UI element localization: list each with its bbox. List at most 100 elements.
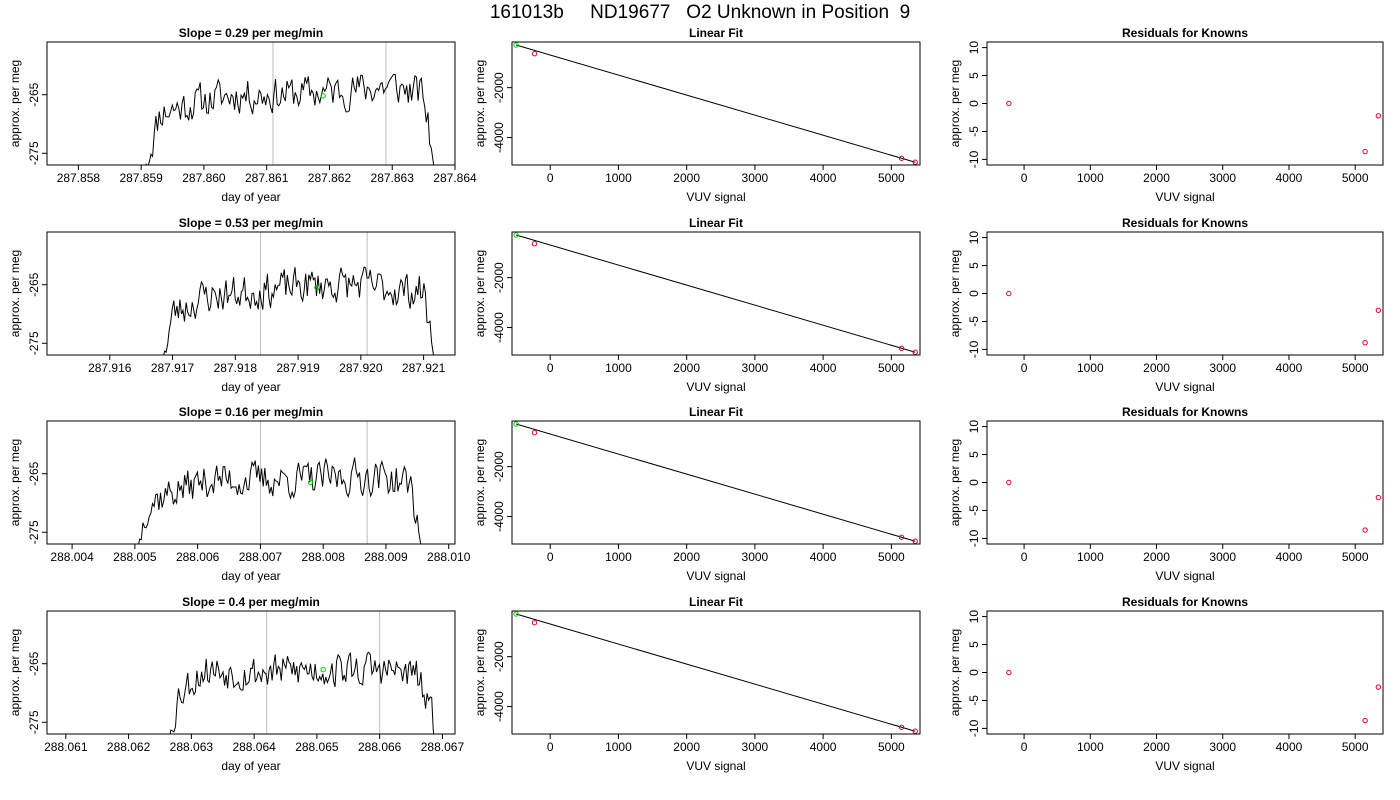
x-tick-label: 5000 bbox=[878, 171, 905, 185]
y-tick-label: -2000 bbox=[492, 262, 506, 293]
chart-panel-7: Slope = 0.16 per meg/min 288.004 288.005 28… bbox=[8, 405, 471, 583]
x-tick-label: 287.863 bbox=[371, 171, 415, 185]
data-point bbox=[912, 538, 918, 544]
x-tick-label: 2000 bbox=[673, 171, 700, 185]
data-point bbox=[1006, 290, 1012, 297]
chart-title: Slope = 0.4 per meg/min bbox=[182, 595, 320, 609]
x-tick-label: 5000 bbox=[1342, 550, 1369, 564]
data-trace bbox=[145, 74, 435, 165]
data-point bbox=[912, 349, 918, 355]
x-tick-label: 288.009 bbox=[364, 550, 408, 564]
x-tick-label: 4000 bbox=[1276, 740, 1303, 754]
plot-frame bbox=[46, 420, 456, 545]
data-point bbox=[531, 51, 538, 57]
y-axis-label: approx. per meg bbox=[8, 250, 22, 337]
x-tick-label: 3000 bbox=[1209, 740, 1236, 754]
y-tick-label: -10 bbox=[967, 529, 981, 547]
chart-title: Slope = 0.16 per meg/min bbox=[179, 405, 323, 419]
y-axis-label: approx. per meg bbox=[8, 629, 22, 716]
chart-panel-9: Residuals for Knowns 0 1000 2000 3000 4000 500… bbox=[948, 405, 1384, 583]
y-tick-label: 5 bbox=[967, 72, 981, 79]
fit-line bbox=[515, 234, 916, 353]
x-tick-label: 2000 bbox=[1143, 550, 1170, 564]
plot-area bbox=[1006, 669, 1382, 724]
y-tick-label: -4000 bbox=[492, 312, 506, 343]
data-point bbox=[912, 159, 918, 165]
plot-area bbox=[513, 42, 918, 165]
y-axis-label: approx. per meg bbox=[8, 60, 22, 147]
x-tick-label: 1000 bbox=[1077, 361, 1104, 375]
x-tick-label: 287.917 bbox=[151, 361, 195, 375]
data-point bbox=[898, 724, 905, 730]
y-tick-label: -4000 bbox=[492, 501, 506, 532]
x-tick-label: 288.062 bbox=[107, 740, 151, 754]
x-tick-label: 2000 bbox=[673, 361, 700, 375]
chart-title: Linear Fit bbox=[689, 405, 743, 419]
x-tick-label: 288.007 bbox=[239, 550, 283, 564]
x-tick-label: 288.010 bbox=[427, 550, 471, 564]
data-point bbox=[898, 345, 905, 351]
y-tick-label: -10 bbox=[967, 719, 981, 737]
x-tick-label: 0 bbox=[547, 171, 554, 185]
data-point bbox=[1362, 340, 1368, 346]
data-point bbox=[531, 241, 538, 247]
chart-panel-10: Slope = 0.4 per meg/min 288.061 288.062 288… bbox=[8, 595, 464, 773]
x-axis-label: day of year bbox=[221, 380, 280, 394]
chart-title: Residuals for Knowns bbox=[1122, 26, 1248, 40]
y-tick-label: 0 bbox=[967, 290, 981, 297]
plot-area bbox=[1006, 479, 1382, 533]
plot-frame bbox=[46, 41, 456, 166]
y-tick-label: -4000 bbox=[492, 122, 506, 153]
chart-title: Linear Fit bbox=[689, 595, 743, 609]
x-tick-label: 2000 bbox=[673, 550, 700, 564]
data-point bbox=[1375, 684, 1382, 690]
x-tick-label: 0 bbox=[1021, 171, 1028, 185]
x-tick-label: 0 bbox=[547, 361, 554, 375]
chart-panel-3: Residuals for Knowns 0 1000 2000 3000 4000 500… bbox=[948, 26, 1384, 204]
green-marker bbox=[314, 284, 320, 291]
plot-frame bbox=[511, 420, 921, 545]
plot-frame bbox=[511, 231, 921, 356]
y-tick-label: -275 bbox=[27, 331, 41, 355]
plot-area bbox=[513, 232, 918, 355]
x-tick-label: 287.918 bbox=[214, 361, 258, 375]
data-trace bbox=[138, 457, 422, 544]
plot-frame bbox=[46, 231, 456, 356]
data-point bbox=[1375, 494, 1382, 501]
x-tick-label: 1000 bbox=[605, 361, 632, 375]
y-tick-label: -265 bbox=[27, 272, 41, 296]
x-tick-label: 1000 bbox=[605, 550, 632, 564]
x-tick-label: 4000 bbox=[810, 550, 837, 564]
plot-area bbox=[145, 74, 435, 165]
data-point bbox=[513, 611, 519, 617]
x-tick-label: 2000 bbox=[1143, 740, 1170, 754]
plot-frame bbox=[986, 41, 1384, 166]
x-tick-label: 2000 bbox=[673, 740, 700, 754]
chart-title: Linear Fit bbox=[689, 26, 743, 40]
x-axis-label: day of year bbox=[221, 759, 280, 773]
x-axis-label: VUV signal bbox=[686, 380, 745, 394]
plot-frame bbox=[986, 610, 1384, 735]
plot-frame bbox=[986, 231, 1384, 356]
data-point bbox=[898, 534, 905, 540]
plot-area bbox=[163, 266, 434, 355]
x-tick-label: 4000 bbox=[810, 361, 837, 375]
data-trace bbox=[169, 651, 435, 734]
x-tick-label: 287.861 bbox=[245, 171, 289, 185]
plot-area bbox=[1006, 290, 1382, 346]
x-tick-label: 287.919 bbox=[276, 361, 320, 375]
x-tick-label: 0 bbox=[1021, 361, 1028, 375]
data-point bbox=[1375, 113, 1382, 119]
x-tick-label: 287.916 bbox=[88, 361, 132, 375]
green-marker bbox=[307, 479, 314, 486]
chart-panel-8: Linear Fit 0 1000 2000 3000 4000 5000 -4000 -200… bbox=[473, 405, 921, 583]
x-tick-label: 288.008 bbox=[301, 550, 345, 564]
page-title: 161013b ND19677 O2 Unknown in Position 9 bbox=[489, 2, 911, 23]
data-point bbox=[513, 232, 519, 238]
data-point bbox=[1006, 100, 1012, 107]
data-point bbox=[912, 728, 918, 734]
x-tick-label: 287.864 bbox=[433, 171, 477, 185]
plot-area bbox=[1006, 100, 1382, 155]
x-tick-label: 3000 bbox=[1209, 550, 1236, 564]
y-tick-label: -265 bbox=[27, 82, 41, 106]
